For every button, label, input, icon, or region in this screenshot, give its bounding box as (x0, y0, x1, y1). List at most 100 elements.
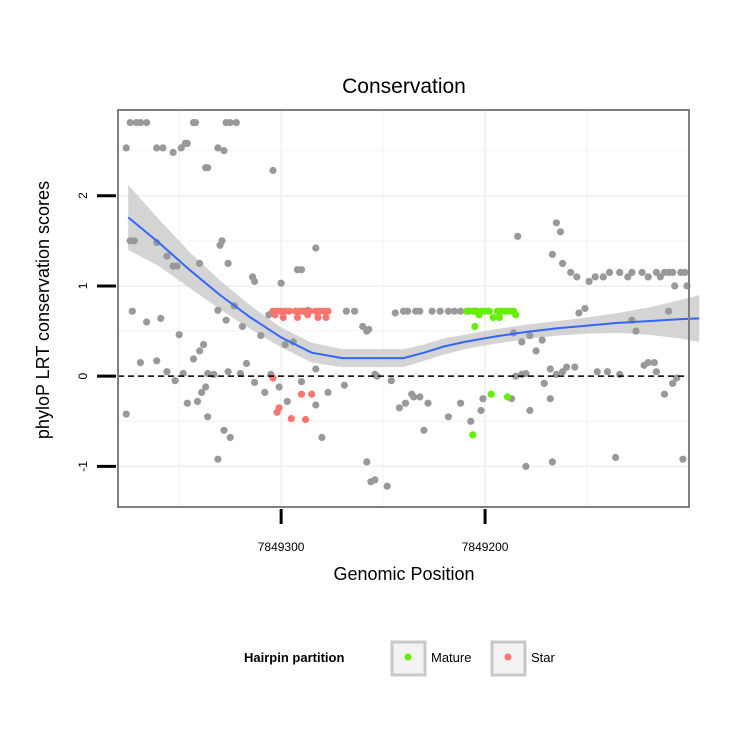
point-other (359, 322, 367, 331)
point-other (163, 252, 171, 260)
y-tick-label: 2 (76, 192, 90, 199)
point-mature (512, 311, 520, 319)
point-other (428, 307, 436, 315)
point-other (457, 399, 465, 407)
point-other (312, 365, 320, 373)
point-other (143, 119, 151, 127)
point-other (444, 307, 452, 315)
point-other (318, 433, 326, 442)
point-other (193, 397, 202, 405)
y-axis-title: phyloP LRT conservation scores (33, 181, 53, 439)
point-other (552, 219, 561, 227)
point-other (518, 338, 526, 346)
point-other (269, 166, 277, 175)
point-other (236, 369, 244, 378)
point-other (222, 316, 230, 324)
point-star (279, 313, 287, 322)
point-other (126, 119, 134, 127)
point-other (416, 393, 424, 401)
point-mature (485, 307, 493, 315)
point-other (556, 228, 565, 236)
point-other (153, 357, 161, 365)
plot-border (117, 109, 690, 508)
point-other (371, 476, 379, 484)
point-other (573, 273, 581, 281)
point-other (548, 458, 557, 466)
x-tick-label: 7849200 (462, 540, 509, 554)
point-other (395, 404, 403, 412)
point-other (204, 369, 212, 378)
point-other (173, 262, 181, 270)
point-star (324, 307, 332, 315)
point-other (416, 307, 424, 315)
point-mature (463, 307, 471, 315)
point-other (669, 268, 677, 276)
point-other (169, 148, 177, 156)
point-other (238, 322, 246, 331)
point-other (257, 332, 265, 340)
point-other (218, 237, 226, 245)
point-other (202, 383, 210, 391)
point-other (277, 279, 285, 287)
point-other (479, 395, 487, 403)
chart-title: Conservation (342, 75, 466, 98)
point-other (179, 369, 187, 378)
point-other (383, 482, 391, 490)
point-other (214, 144, 222, 152)
point-other (581, 304, 589, 313)
point-other (567, 268, 575, 276)
point-other (575, 309, 583, 317)
point-other (605, 268, 614, 276)
point-other (159, 144, 167, 152)
point-other (297, 266, 306, 274)
point-other (512, 372, 520, 380)
point-other (143, 318, 151, 326)
point-other (136, 119, 144, 127)
point-other (644, 359, 652, 367)
point-other (342, 307, 350, 315)
point-other (297, 378, 306, 386)
y-tick-label: 0 (76, 373, 90, 380)
point-other (526, 406, 534, 415)
point-other (275, 383, 283, 391)
point-other (599, 273, 607, 281)
legend-title: Hairpin partition (244, 650, 344, 665)
point-other (424, 399, 432, 407)
point-other (122, 144, 130, 152)
point-other (603, 368, 612, 376)
point-other (538, 336, 546, 344)
point-other (251, 277, 259, 285)
point-other (183, 399, 191, 407)
point-star (271, 311, 279, 319)
point-other (391, 309, 399, 317)
point-other (363, 458, 371, 466)
point-other (224, 368, 232, 376)
point-other (638, 268, 646, 276)
point-other (226, 119, 234, 127)
point-other (540, 379, 548, 387)
point-other (660, 390, 669, 398)
point-other (224, 259, 232, 267)
point-star (302, 415, 310, 424)
point-other (387, 377, 395, 385)
point-other (153, 144, 161, 152)
y-tick-label: -1 (76, 461, 90, 472)
point-other (373, 372, 381, 380)
point-other (204, 413, 212, 421)
point-other (261, 388, 269, 396)
legend-label-star: Star (531, 650, 556, 665)
point-other (214, 455, 222, 463)
point-other (122, 410, 130, 418)
point-other (548, 250, 557, 258)
point-other (420, 426, 428, 434)
point-mature (469, 431, 477, 439)
point-other (214, 306, 222, 314)
point-other (157, 314, 165, 322)
point-other (175, 331, 183, 339)
point-other (477, 406, 485, 415)
point-other (522, 369, 530, 378)
point-star (273, 408, 281, 416)
point-other (226, 433, 234, 442)
point-star (293, 313, 302, 322)
